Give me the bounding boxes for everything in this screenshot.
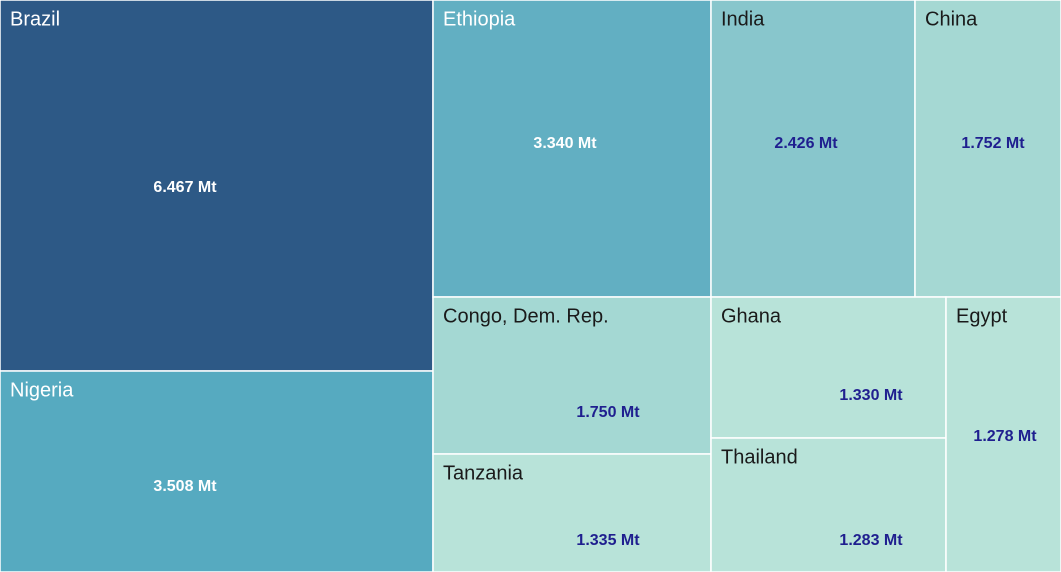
tile [710, 437, 947, 572]
tile-name: China [925, 8, 978, 30]
tile-name: Egypt [956, 305, 1008, 327]
tile-name: Thailand [721, 446, 798, 468]
value-label: 1.750 Mt [576, 404, 640, 421]
tile-name: Tanzania [443, 462, 524, 484]
tile [914, 0, 1061, 298]
value-label: 1.330 Mt [839, 387, 903, 404]
tile [432, 296, 712, 455]
tile-name: Congo, Dem. Rep. [443, 305, 609, 327]
value-label: 1.752 Mt [961, 135, 1025, 152]
tile-name: Ghana [721, 305, 782, 327]
value-label: 2.426 Mt [774, 135, 838, 152]
tile-name: Nigeria [10, 379, 74, 401]
value-label: 1.283 Mt [839, 532, 903, 549]
tile-name: Brazil [10, 8, 60, 30]
value-label: 3.508 Mt [153, 478, 217, 495]
tile [945, 296, 1061, 572]
value-label: 1.278 Mt [973, 428, 1037, 445]
tile-name: India [721, 8, 765, 30]
tile [710, 0, 916, 298]
value-label: 6.467 Mt [153, 179, 217, 196]
tile [0, 370, 434, 572]
tile [710, 296, 947, 439]
value-label: 1.335 Mt [576, 532, 640, 549]
tile-name: Ethiopia [443, 8, 516, 30]
tile [432, 453, 712, 572]
tile [0, 0, 434, 372]
value-label: 3.340 Mt [533, 135, 597, 152]
